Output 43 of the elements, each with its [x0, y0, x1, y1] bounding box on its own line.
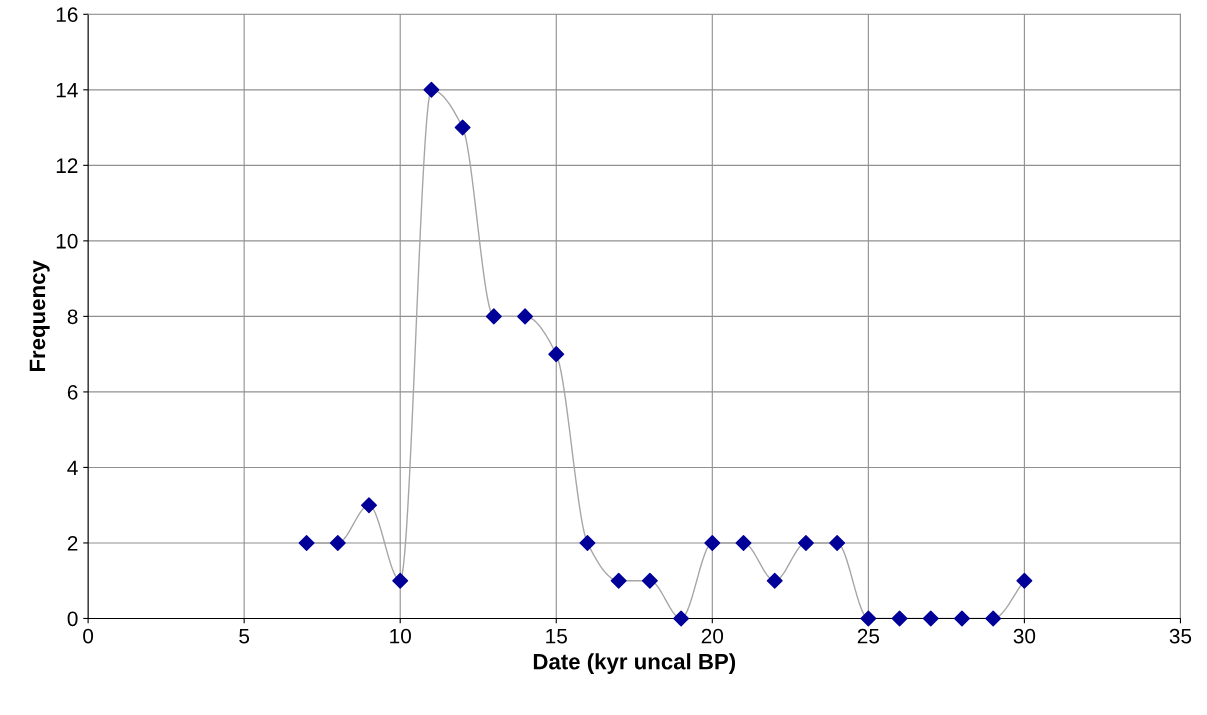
point [797, 534, 814, 551]
point [392, 572, 409, 589]
x-tick-label: 35 [1169, 628, 1192, 644]
point [829, 534, 846, 551]
point [361, 497, 377, 514]
point [1016, 572, 1033, 589]
point [673, 610, 690, 627]
point [423, 81, 440, 98]
point [548, 346, 565, 363]
y-tick-label: 12 [56, 158, 78, 173]
y-axis-title: Frequency [29, 260, 50, 372]
point [891, 610, 908, 627]
y-tick-label: 0 [67, 611, 78, 627]
x-tick-label: 5 [239, 628, 250, 644]
x-tick-label: 30 [1013, 628, 1036, 644]
point [298, 534, 315, 551]
point [579, 534, 596, 551]
point [641, 572, 658, 589]
point [735, 534, 752, 551]
y-tick-label: 8 [67, 309, 78, 325]
point [517, 308, 534, 325]
y-tick-label: 10 [56, 233, 78, 249]
y-tick-label: 6 [67, 384, 78, 400]
x-tick-label: 10 [390, 628, 411, 644]
point [985, 610, 1002, 627]
y-tick-label: 16 [56, 7, 78, 23]
y-tick-label: 4 [67, 460, 78, 475]
point [766, 572, 783, 589]
point [954, 610, 970, 627]
x-tick-label: 0 [83, 628, 94, 644]
point [485, 308, 502, 325]
point [329, 534, 346, 551]
x-axis-title: Date (kyr uncal BP) [533, 653, 736, 674]
point [454, 119, 471, 136]
x-tick-label: 25 [857, 628, 880, 644]
point [704, 534, 721, 551]
y-tick-label: 14 [56, 83, 78, 98]
point [610, 572, 627, 589]
x-tick-label: 20 [701, 628, 724, 644]
point [922, 610, 939, 627]
point [860, 610, 877, 627]
x-tick-label: 15 [546, 628, 567, 644]
y-tick-label: 2 [67, 535, 78, 551]
